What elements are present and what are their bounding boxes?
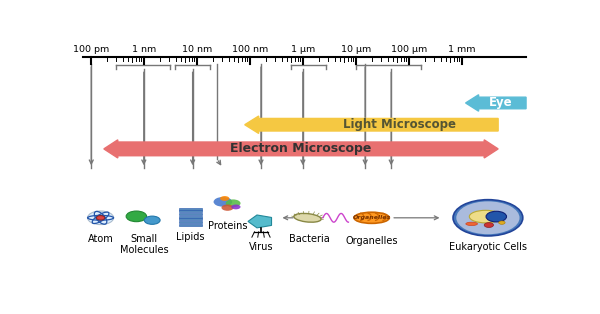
FancyArrow shape xyxy=(117,140,498,158)
Text: 1 μm: 1 μm xyxy=(291,45,315,54)
Text: Proteins: Proteins xyxy=(208,221,247,231)
Circle shape xyxy=(456,201,520,234)
Text: Eye: Eye xyxy=(488,96,512,110)
Text: Organelles: Organelles xyxy=(346,236,398,246)
Circle shape xyxy=(214,197,232,207)
Bar xyxy=(179,210,202,212)
Text: 100 μm: 100 μm xyxy=(391,45,427,54)
Circle shape xyxy=(88,211,113,225)
Text: Organelles: Organelles xyxy=(353,215,391,220)
Circle shape xyxy=(220,196,229,201)
Bar xyxy=(179,221,202,223)
Text: Bacteria: Bacteria xyxy=(289,234,330,244)
Bar xyxy=(179,218,202,220)
Circle shape xyxy=(486,211,506,222)
Circle shape xyxy=(221,204,233,211)
Text: Lipids: Lipids xyxy=(176,232,205,242)
Circle shape xyxy=(453,200,523,236)
FancyArrow shape xyxy=(245,116,498,133)
Ellipse shape xyxy=(354,212,389,223)
Circle shape xyxy=(144,216,160,224)
Bar xyxy=(179,213,202,215)
Text: Virus: Virus xyxy=(249,242,273,252)
Text: Small
Molecules: Small Molecules xyxy=(119,234,168,255)
Bar xyxy=(179,224,202,225)
Text: Eukaryotic Cells: Eukaryotic Cells xyxy=(449,241,527,252)
FancyArrow shape xyxy=(466,95,526,111)
Ellipse shape xyxy=(294,214,321,222)
Circle shape xyxy=(126,211,146,222)
Text: 1 mm: 1 mm xyxy=(448,45,476,54)
Circle shape xyxy=(231,204,241,209)
Bar xyxy=(179,208,202,209)
Ellipse shape xyxy=(466,222,478,225)
Circle shape xyxy=(226,199,241,207)
Circle shape xyxy=(499,221,505,224)
Text: 10 μm: 10 μm xyxy=(341,45,371,54)
Text: Atom: Atom xyxy=(88,234,113,244)
Text: Light Microscope: Light Microscope xyxy=(343,118,456,131)
Bar xyxy=(179,216,202,218)
Text: 100 nm: 100 nm xyxy=(232,45,268,54)
Text: 100 pm: 100 pm xyxy=(73,45,109,54)
Text: 1 nm: 1 nm xyxy=(131,45,156,54)
FancyArrow shape xyxy=(104,140,485,158)
Circle shape xyxy=(97,216,105,220)
Text: 10 nm: 10 nm xyxy=(182,45,212,54)
Ellipse shape xyxy=(469,210,502,223)
Text: Electron Microscope: Electron Microscope xyxy=(230,142,371,155)
Circle shape xyxy=(484,223,493,227)
